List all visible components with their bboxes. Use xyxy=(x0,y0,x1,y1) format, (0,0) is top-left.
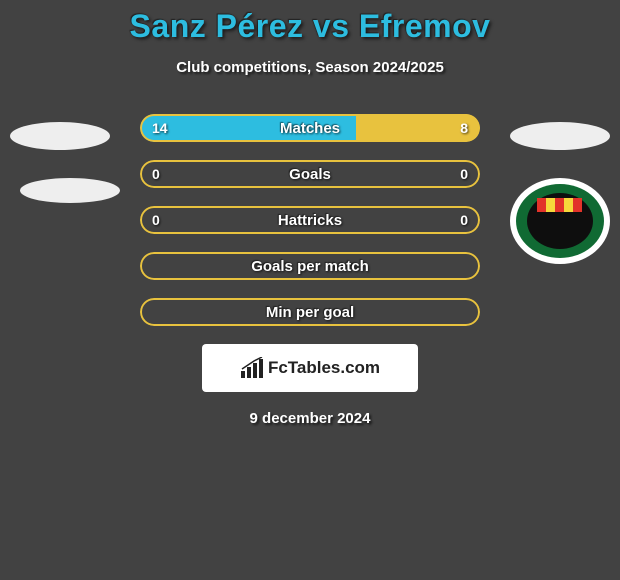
brand-box: FcTables.com xyxy=(202,344,418,392)
page-title: Sanz Pérez vs Efremov xyxy=(0,0,620,45)
left-club-placeholder-1 xyxy=(10,122,110,150)
right-club-placeholder-1 xyxy=(510,122,610,150)
stat-row: 148Matches xyxy=(140,114,480,142)
stat-row: 00Goals xyxy=(140,160,480,188)
stat-label: Goals per match xyxy=(140,258,480,275)
stat-row: 00Hattricks xyxy=(140,206,480,234)
left-club-placeholder-2 xyxy=(20,178,120,203)
date-line: 9 december 2024 xyxy=(0,410,620,427)
stat-row: Min per goal xyxy=(140,298,480,326)
stat-row: Goals per match xyxy=(140,252,480,280)
club-badge-right xyxy=(510,178,610,264)
stat-label: Min per goal xyxy=(140,304,480,321)
stat-label: Goals xyxy=(140,166,480,183)
stat-label: Matches xyxy=(140,120,480,137)
subtitle: Club competitions, Season 2024/2025 xyxy=(0,59,620,76)
stat-rows-container: 148Matches 00Goals 00Hattricks Goals per ma… xyxy=(140,114,480,326)
brand-chart-icon xyxy=(240,357,264,379)
brand-text: FcTables.com xyxy=(268,358,380,378)
stat-label: Hattricks xyxy=(140,212,480,229)
